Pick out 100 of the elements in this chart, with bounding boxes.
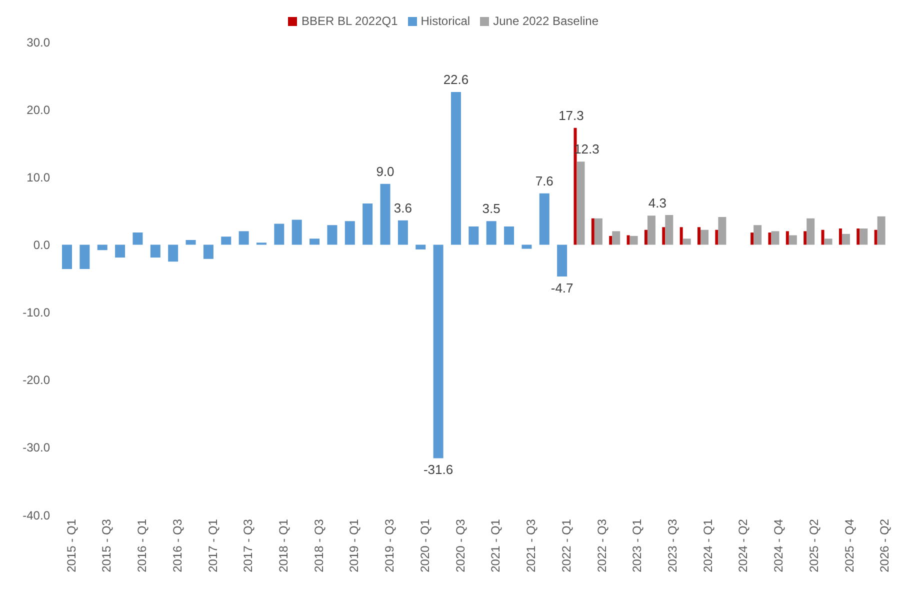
bar [576, 162, 585, 245]
x-tick-label: 2022 - Q3 [594, 518, 609, 572]
bar [626, 235, 630, 245]
bar [450, 92, 461, 245]
x-tick-label: 2024 - Q1 [700, 518, 715, 572]
data-label: 9.0 [376, 164, 394, 179]
bar [612, 231, 620, 245]
bar [609, 236, 612, 245]
bar [662, 227, 666, 245]
bar [132, 232, 143, 245]
x-tick-label: 2023 - Q1 [630, 518, 644, 572]
bar [877, 216, 886, 245]
bar [644, 230, 648, 245]
bar [682, 238, 691, 245]
bar [221, 236, 232, 245]
bar [504, 226, 514, 245]
x-tick-label: 2022 - Q1 [559, 518, 574, 572]
bar [824, 238, 832, 245]
x-tick-label: 2017 - Q3 [241, 518, 256, 572]
bar [715, 230, 718, 245]
bar [842, 234, 850, 245]
data-label: 17.3 [558, 108, 584, 123]
y-tick-label: -10.0 [22, 306, 50, 320]
bar [97, 244, 108, 250]
data-label: 4.3 [648, 196, 667, 211]
x-tick-label: 2018 - Q1 [276, 518, 291, 572]
bar [718, 217, 726, 245]
y-tick-label: 0.0 [33, 238, 50, 252]
x-tick-label: 2019 - Q1 [347, 518, 362, 572]
y-tick-label: -30.0 [22, 440, 50, 455]
x-tick-label: 2024 - Q2 [736, 518, 750, 572]
x-tick-label: 2016 - Q1 [135, 518, 150, 572]
bar [344, 221, 355, 245]
bar [821, 230, 824, 245]
bar [786, 231, 789, 245]
bar [115, 244, 126, 258]
bar [522, 244, 532, 249]
data-label: 3.5 [482, 201, 500, 216]
bar [788, 235, 797, 245]
bar [838, 228, 842, 245]
x-tick-label: 2018 - Q3 [312, 518, 326, 572]
x-tick-label: 2021 - Q3 [524, 518, 538, 572]
bar [874, 230, 878, 245]
bar [630, 236, 638, 245]
x-tick-label: 2024 - Q4 [772, 518, 786, 572]
bar [486, 221, 496, 245]
bar [647, 216, 656, 245]
bar [292, 220, 302, 245]
bar [594, 218, 602, 245]
data-label: -4.7 [550, 280, 574, 296]
bar [62, 244, 72, 270]
x-tick-label: 2015 - Q3 [100, 518, 114, 572]
bar [203, 244, 214, 259]
bar [416, 244, 426, 250]
x-tick-label: 2021 - Q1 [488, 518, 503, 572]
y-tick-label: 20.0 [26, 102, 50, 117]
x-tick-label: 2019 - Q3 [382, 518, 397, 572]
bar [168, 244, 178, 262]
bar [468, 226, 479, 245]
bar [856, 228, 860, 245]
bar [591, 218, 594, 245]
bar [680, 227, 683, 245]
y-tick-label: 30.0 [26, 35, 50, 50]
bar [80, 244, 90, 270]
x-tick-label: 2020 - Q3 [453, 518, 468, 572]
bar [698, 227, 701, 245]
data-label: 7.6 [535, 173, 554, 188]
bar [398, 220, 408, 245]
bar [750, 232, 754, 245]
bar [150, 244, 160, 258]
bar [380, 184, 390, 245]
x-tick-label: 2025 - Q2 [806, 518, 821, 572]
x-tick-label: 2025 - Q4 [842, 518, 856, 572]
y-tick-label: -20.0 [22, 373, 50, 388]
bar [574, 128, 577, 245]
x-tick-label: 2020 - Q1 [418, 518, 432, 572]
data-label: 3.6 [394, 200, 412, 216]
bar [539, 193, 550, 245]
bar [768, 232, 772, 245]
data-label: -31.6 [423, 462, 454, 478]
legend-label: June 2022 Baseline [493, 14, 599, 28]
bar [433, 244, 444, 458]
bar [860, 228, 868, 245]
bar [238, 231, 249, 245]
bar [274, 224, 284, 245]
x-tick-label: 2026 - Q2 [878, 518, 892, 572]
bar [771, 231, 780, 245]
bar [362, 203, 373, 245]
bar [804, 231, 807, 245]
x-tick-label: 2017 - Q1 [206, 518, 220, 572]
bar [186, 240, 196, 245]
bar [310, 238, 320, 245]
legend-label: Historical [420, 14, 470, 28]
bar [665, 214, 674, 245]
legend-label: BBER BL 2022Q1 [301, 14, 398, 28]
x-tick-label: 2015 - Q1 [64, 518, 78, 572]
x-tick-label: 2016 - Q3 [170, 518, 184, 572]
bar [700, 230, 709, 245]
bar [806, 218, 815, 245]
bar [557, 244, 568, 276]
